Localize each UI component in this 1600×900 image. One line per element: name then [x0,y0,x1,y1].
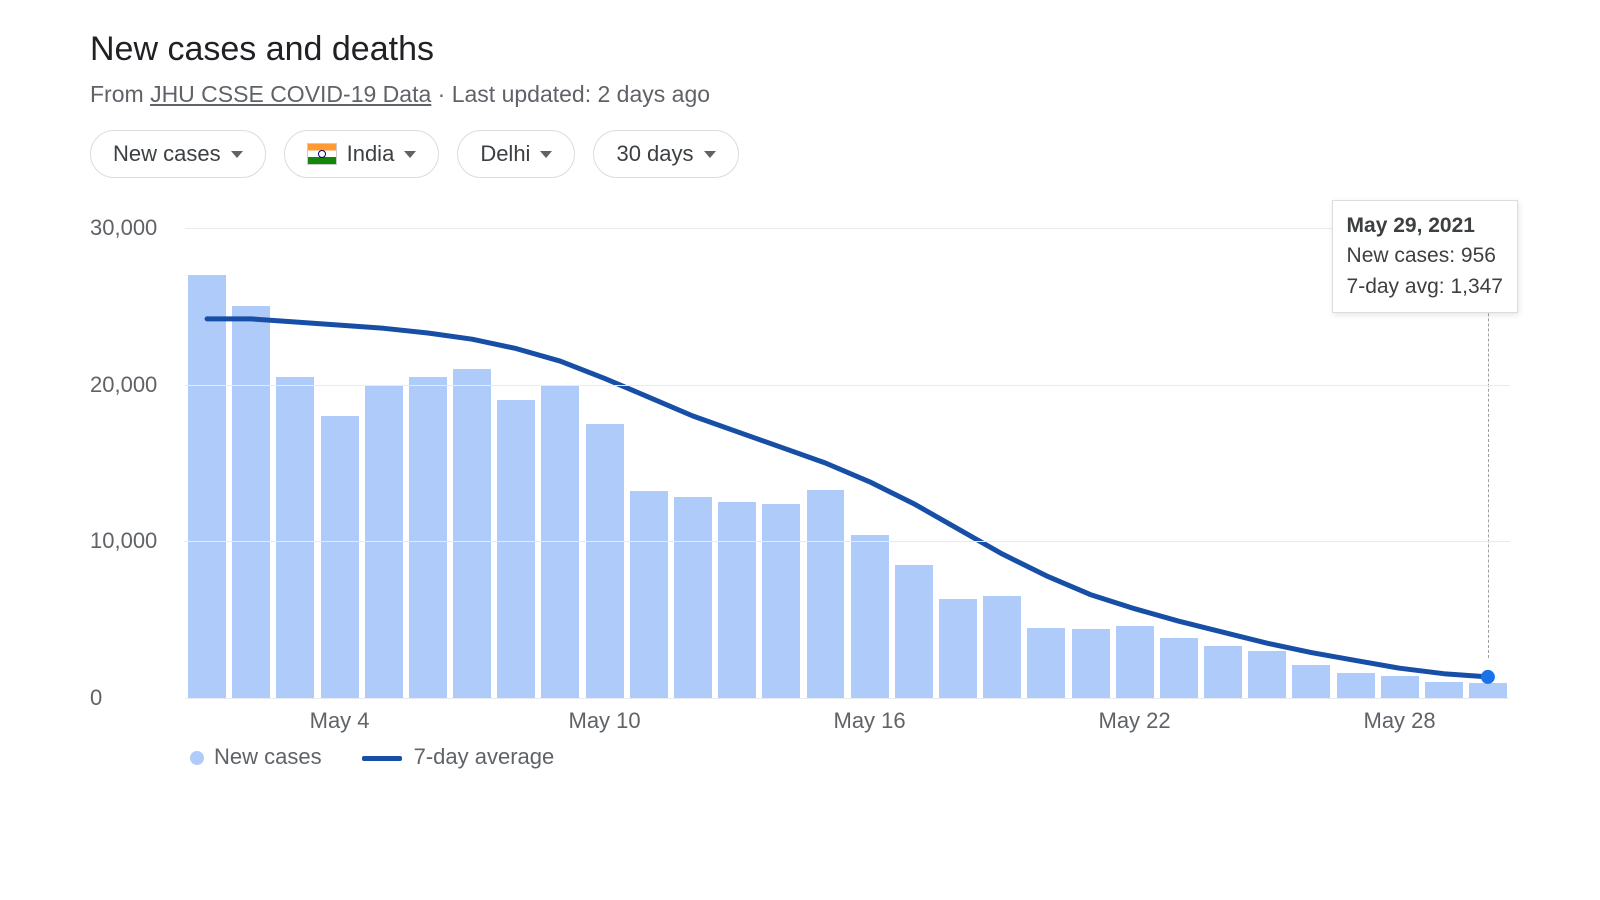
legend-swatch-line [362,756,402,761]
india-flag-icon [307,143,337,165]
source-prefix: From [90,81,150,107]
updated-text: Last updated: 2 days ago [452,81,710,107]
avg-line [207,319,1488,677]
separator: · [431,81,451,107]
gridline [185,541,1510,542]
country-dropdown[interactable]: India [284,130,440,178]
source-line: From JHU CSSE COVID-19 Data · Last updat… [90,81,1510,108]
region-dropdown[interactable]: Delhi [457,130,575,178]
legend-label-bars: New cases [214,744,322,769]
x-axis-tick: May 28 [1364,708,1436,734]
region-label: Delhi [480,141,530,167]
filter-bar: New cases India Delhi 30 days [90,130,1510,178]
source-link[interactable]: JHU CSSE COVID-19 Data [150,81,431,107]
x-axis-tick: May 4 [310,708,370,734]
y-axis-tick: 30,000 [90,215,157,241]
card: New cases and deaths From JHU CSSE COVID… [0,0,1600,790]
metric-label: New cases [113,141,221,167]
country-label: India [347,141,395,167]
x-axis-tick: May 16 [834,708,906,734]
gridline [185,228,1510,229]
chart[interactable]: May 29, 2021 New cases: 956 7-day avg: 1… [90,208,1510,738]
chevron-down-icon [404,151,416,158]
chevron-down-icon [540,151,552,158]
x-axis-tick: May 10 [569,708,641,734]
chevron-down-icon [704,151,716,158]
hover-marker [1481,670,1495,684]
legend-label-line: 7-day average [414,744,555,769]
legend: New cases 7-day average [90,744,1510,770]
legend-item-bars: New cases [190,744,322,770]
legend-swatch-bars [190,751,204,765]
page-title: New cases and deaths [90,30,1510,69]
tooltip-row-avg: 7-day avg: 1,347 [1347,272,1503,302]
tooltip-row-cases: New cases: 956 [1347,241,1503,271]
y-axis-tick: 20,000 [90,372,157,398]
y-axis-tick: 10,000 [90,528,157,554]
x-axis-tick: May 22 [1099,708,1171,734]
gridline [185,698,1510,699]
tooltip-date: May 29, 2021 [1347,211,1503,241]
range-label: 30 days [616,141,693,167]
chevron-down-icon [231,151,243,158]
y-axis-tick: 0 [90,685,102,711]
metric-dropdown[interactable]: New cases [90,130,266,178]
chart-tooltip: May 29, 2021 New cases: 956 7-day avg: 1… [1332,200,1518,313]
legend-item-line: 7-day average [362,744,555,770]
range-dropdown[interactable]: 30 days [593,130,738,178]
gridline [185,385,1510,386]
